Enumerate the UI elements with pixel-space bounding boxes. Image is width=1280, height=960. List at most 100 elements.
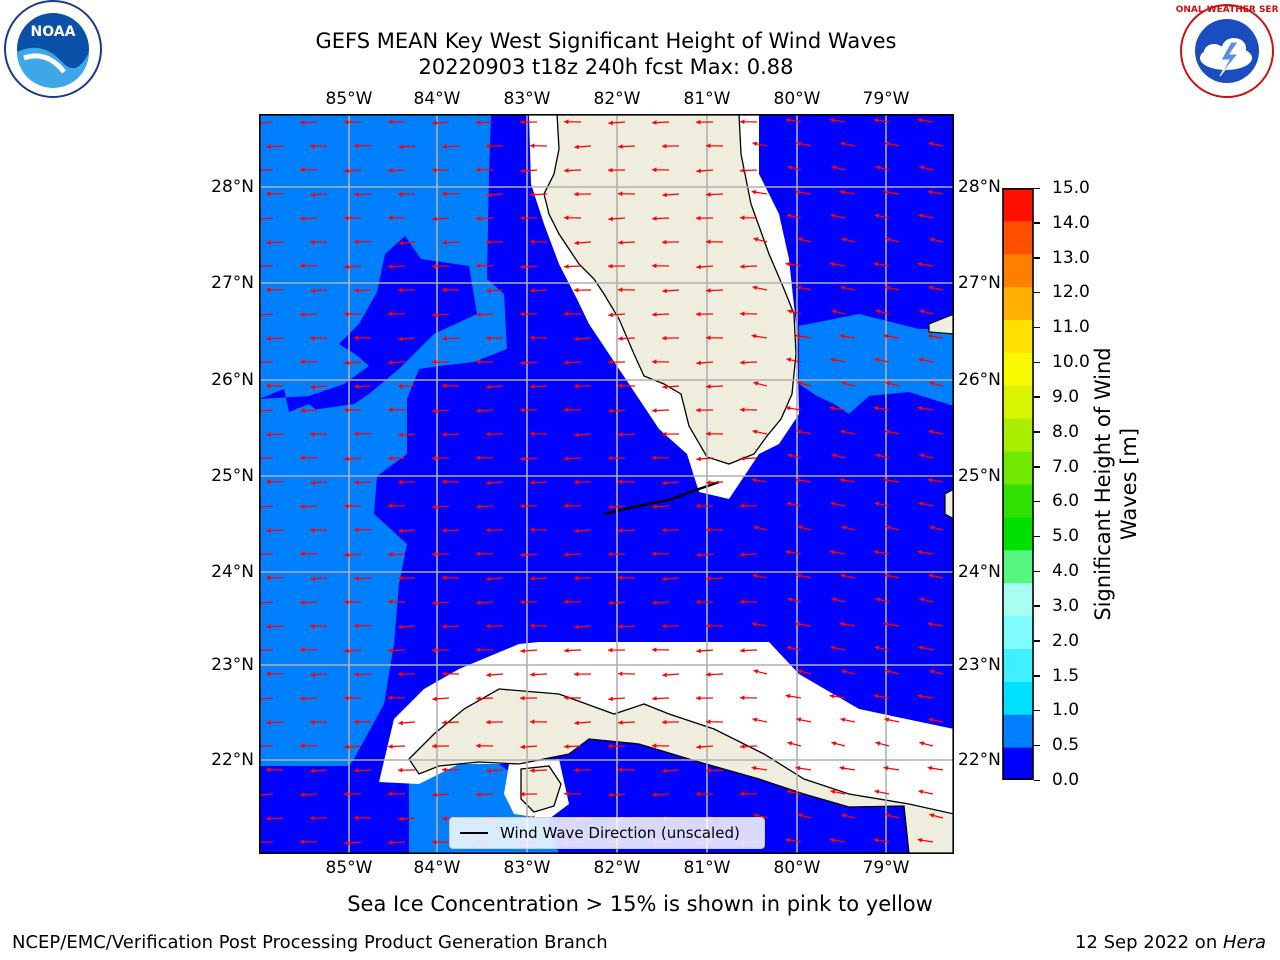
legend-line-swatch: [460, 832, 488, 834]
wind-arrow: [885, 669, 900, 675]
wind-arrow: [564, 168, 582, 173]
wind-arrow: [476, 647, 494, 653]
wind-arrow: [486, 623, 504, 629]
wind-arrow: [344, 215, 362, 221]
wind-arrow: [398, 816, 416, 822]
wind-arrow: [751, 333, 768, 339]
wind-arrow: [662, 480, 680, 486]
wind-arrow: [520, 552, 538, 558]
wind-arrow: [398, 479, 416, 485]
wind-arrow: [486, 527, 504, 533]
colorbar-tick-label: 14.0: [1052, 212, 1090, 233]
wind-arrow: [432, 504, 450, 510]
wind-arrow: [476, 743, 494, 749]
wind-arrow: [918, 213, 934, 219]
wind-arrow: [520, 264, 538, 270]
wind-arrow: [300, 359, 318, 365]
wind-arrow: [753, 237, 768, 243]
wind-arrow: [398, 144, 416, 150]
lon-label-bottom: 80°W: [773, 858, 821, 878]
wind-arrow: [618, 432, 636, 437]
wind-arrow: [442, 144, 460, 149]
wind-arrow: [432, 839, 450, 845]
map-frame: [259, 114, 955, 855]
wind-arrow: [831, 309, 846, 315]
colorbar-segment: [1003, 319, 1033, 353]
wind-arrow: [652, 455, 670, 461]
wind-arrow: [520, 599, 538, 605]
colorbar-frame: [1002, 188, 1034, 780]
wind-arrow: [310, 431, 328, 437]
wind-arrow: [574, 383, 592, 389]
wind-arrow: [785, 837, 802, 843]
wind-arrow: [344, 791, 362, 797]
wind-arrow: [751, 765, 768, 771]
wind-arrow: [787, 453, 802, 459]
wind-arrow: [928, 573, 944, 579]
wind-arrow: [266, 624, 284, 629]
wind-arrow: [266, 144, 284, 149]
wind-arrow: [873, 693, 890, 699]
colorbar-segment: [1003, 714, 1033, 748]
wind-arrow: [829, 693, 846, 699]
wind-arrow: [786, 645, 802, 651]
wind-arrow: [839, 333, 856, 339]
wind-arrow: [662, 335, 680, 341]
colorbar-tick-mark: [1034, 291, 1040, 294]
wind-arrow: [344, 360, 362, 366]
wind-arrow: [520, 407, 538, 413]
wind-arrow: [696, 552, 714, 558]
wind-arrow: [696, 456, 714, 462]
wind-arrow: [662, 143, 680, 149]
wind-arrow: [839, 765, 856, 771]
wind-arrow: [476, 792, 494, 797]
colorbar-segment: [1003, 253, 1033, 288]
wind-arrow: [796, 285, 812, 291]
wind-arrow: [841, 237, 856, 243]
wind-arrow: [696, 119, 714, 125]
wind-arrow: [310, 815, 328, 821]
colorbar-tick-mark: [1034, 326, 1040, 329]
wind-arrow: [874, 789, 890, 795]
lon-label-top: 80°W: [773, 89, 821, 109]
wind-arrow: [310, 192, 328, 198]
wind-arrow: [574, 720, 592, 726]
florida-peninsula: [543, 113, 797, 465]
wind-arrow: [706, 431, 724, 437]
wind-arrow: [706, 143, 724, 149]
wind-arrow: [520, 360, 538, 366]
wind-arrow: [740, 168, 758, 173]
colorbar-segment: [1003, 220, 1033, 255]
wind-arrow: [266, 432, 284, 437]
wind-arrow: [530, 384, 548, 389]
wind-arrow: [652, 647, 670, 653]
wind-arrow: [486, 384, 504, 390]
svg-text:NOAA: NOAA: [31, 24, 76, 40]
wind-arrow: [696, 311, 714, 317]
wind-arrow: [398, 671, 416, 677]
wind-arrow: [618, 144, 636, 149]
colorbar-tick-mark: [1034, 744, 1040, 747]
wind-arrow: [785, 693, 802, 699]
wind-arrow: [662, 623, 680, 629]
wind-arrow: [652, 600, 670, 605]
wind-arrow: [840, 717, 856, 723]
wind-arrow: [300, 408, 318, 413]
wind-arrow: [662, 384, 680, 390]
wind-arrow: [795, 621, 812, 627]
wind-arrow: [486, 143, 504, 149]
wind-arrow: [662, 576, 680, 582]
wind-arrow: [486, 192, 504, 198]
wind-arrow: [740, 264, 758, 269]
wind-arrow: [831, 453, 846, 459]
wind-arrow: [354, 527, 372, 533]
wind-arrow: [875, 453, 890, 459]
colorbar-tick-mark: [1034, 709, 1040, 712]
wind-arrow: [618, 720, 636, 725]
wind-arrow: [398, 528, 416, 534]
wind-arrow: [652, 167, 670, 173]
map-subtitle: 20220903 t18z 240h fcst Max: 0.88: [418, 55, 794, 79]
wind-arrow: [883, 477, 900, 483]
wind-arrow: [344, 552, 362, 558]
wind-arrow: [787, 165, 802, 171]
